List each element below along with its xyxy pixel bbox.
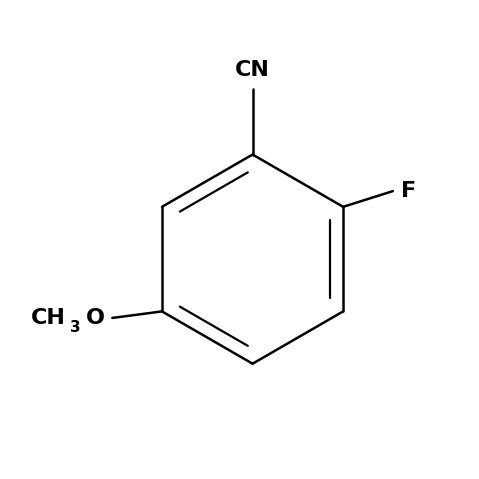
Text: 3: 3 (70, 320, 80, 335)
Text: O: O (86, 308, 104, 328)
Text: CH: CH (31, 308, 66, 328)
Text: CN: CN (235, 60, 270, 80)
Text: F: F (400, 181, 416, 201)
